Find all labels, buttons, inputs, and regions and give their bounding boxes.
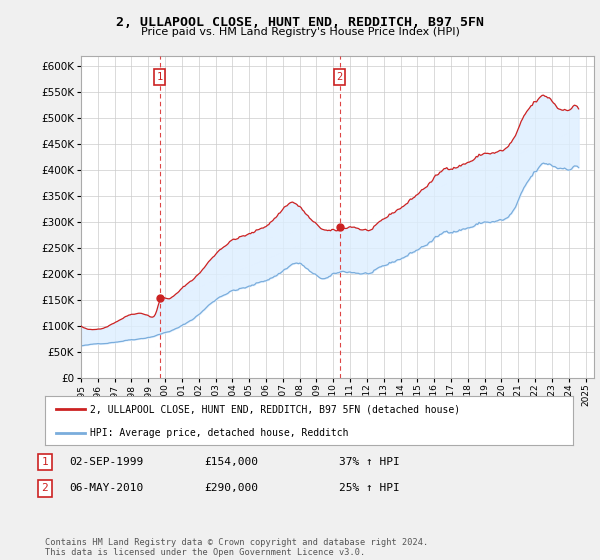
Text: 02-SEP-1999: 02-SEP-1999	[69, 457, 143, 467]
Text: £154,000: £154,000	[204, 457, 258, 467]
Text: 1: 1	[41, 457, 49, 467]
Text: HPI: Average price, detached house, Redditch: HPI: Average price, detached house, Redd…	[90, 428, 349, 438]
Text: 2, ULLAPOOL CLOSE, HUNT END, REDDITCH, B97 5FN: 2, ULLAPOOL CLOSE, HUNT END, REDDITCH, B…	[116, 16, 484, 29]
Text: 25% ↑ HPI: 25% ↑ HPI	[339, 483, 400, 493]
Text: 06-MAY-2010: 06-MAY-2010	[69, 483, 143, 493]
Text: 37% ↑ HPI: 37% ↑ HPI	[339, 457, 400, 467]
Text: Contains HM Land Registry data © Crown copyright and database right 2024.
This d: Contains HM Land Registry data © Crown c…	[45, 538, 428, 557]
Text: £290,000: £290,000	[204, 483, 258, 493]
Text: 2, ULLAPOOL CLOSE, HUNT END, REDDITCH, B97 5FN (detached house): 2, ULLAPOOL CLOSE, HUNT END, REDDITCH, B…	[90, 404, 460, 414]
Text: Price paid vs. HM Land Registry's House Price Index (HPI): Price paid vs. HM Land Registry's House …	[140, 27, 460, 37]
Text: 2: 2	[337, 72, 343, 82]
Text: 1: 1	[157, 72, 163, 82]
Text: 2: 2	[41, 483, 49, 493]
